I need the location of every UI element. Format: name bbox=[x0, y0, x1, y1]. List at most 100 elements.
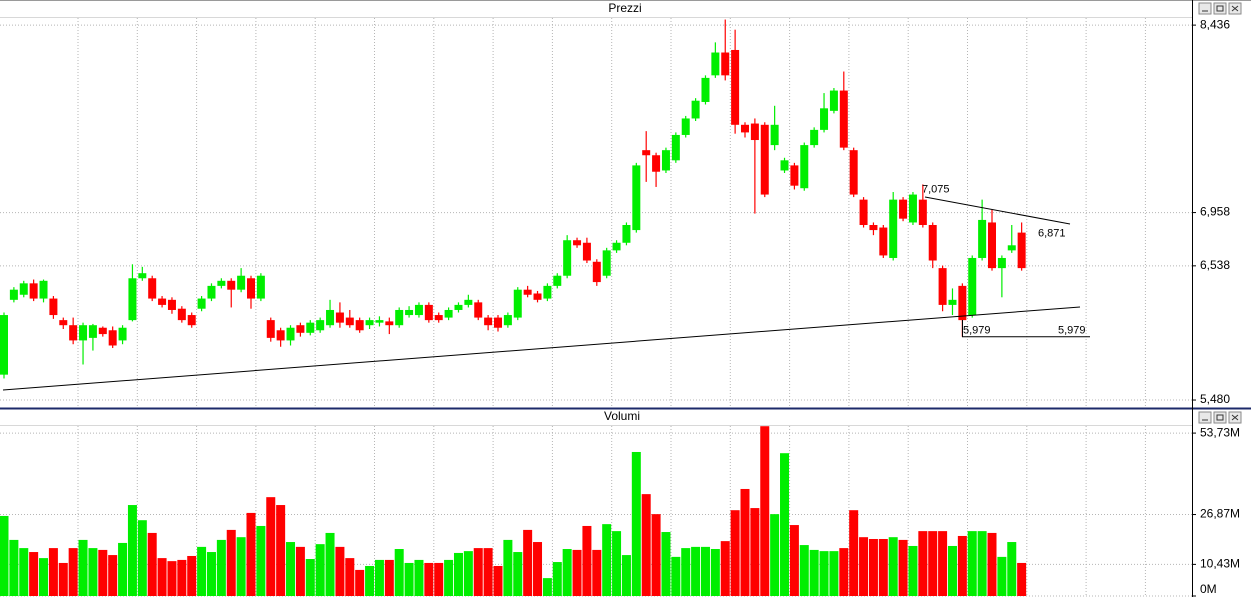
candle-body bbox=[187, 315, 196, 326]
maximize-button[interactable] bbox=[1213, 2, 1227, 15]
candle-body bbox=[899, 199, 908, 219]
volume-bar bbox=[671, 556, 681, 596]
volume-bar bbox=[78, 539, 88, 596]
volume-bar bbox=[48, 548, 58, 596]
icon bbox=[1216, 414, 1224, 421]
candle-body bbox=[414, 304, 423, 316]
volume-bar bbox=[19, 548, 29, 596]
candle-body bbox=[573, 240, 582, 246]
candle-body bbox=[9, 289, 18, 300]
candle-body bbox=[503, 315, 512, 326]
volume-bar bbox=[58, 562, 68, 596]
candle-body bbox=[948, 299, 957, 305]
candle-body bbox=[29, 283, 38, 299]
volume-bar bbox=[691, 546, 701, 596]
candle-body bbox=[69, 325, 78, 341]
marks bbox=[0, 19, 1090, 596]
candle-body bbox=[997, 257, 1006, 269]
candle-body bbox=[533, 293, 542, 300]
volume-bar bbox=[118, 542, 128, 596]
candle-body bbox=[869, 225, 878, 231]
volume-bar bbox=[493, 565, 503, 596]
volume-bar bbox=[908, 545, 918, 596]
candle-body bbox=[849, 150, 858, 195]
volume-bar bbox=[918, 531, 928, 596]
volume-bar bbox=[829, 551, 839, 596]
candle-body bbox=[741, 124, 749, 133]
volume-bar bbox=[384, 559, 394, 596]
volume-bar bbox=[355, 569, 365, 596]
candle-body bbox=[79, 325, 88, 341]
candle-body bbox=[760, 124, 769, 195]
candle-body bbox=[296, 325, 305, 333]
volume-bar bbox=[197, 546, 207, 596]
candle-body bbox=[889, 199, 898, 258]
volume-bar bbox=[631, 451, 641, 596]
annotation-label: 5,979 bbox=[1058, 325, 1086, 337]
volume-bar bbox=[256, 525, 266, 596]
candle-body bbox=[494, 317, 502, 328]
candle-body bbox=[968, 257, 977, 316]
candle-body bbox=[622, 225, 631, 243]
candle-body bbox=[671, 134, 680, 161]
candle-body bbox=[632, 165, 641, 231]
volume-bar bbox=[394, 549, 404, 596]
volume-bar bbox=[621, 555, 631, 596]
y-tick-label: 5,480 bbox=[1200, 392, 1230, 406]
volume-bar bbox=[513, 552, 523, 596]
candle-body bbox=[326, 309, 335, 326]
volume-bar bbox=[898, 539, 908, 596]
volume-bar bbox=[661, 532, 671, 596]
y-tick-label: 26,87M bbox=[1200, 507, 1240, 521]
candle-body bbox=[0, 315, 8, 375]
candle-body bbox=[543, 285, 552, 299]
annotation-label: 6,871 bbox=[1038, 228, 1066, 240]
candle-body bbox=[345, 317, 354, 326]
volume-bar bbox=[760, 426, 770, 596]
volume-bar bbox=[206, 552, 216, 596]
annotation-label: 5,979 bbox=[963, 325, 991, 337]
volume-bar bbox=[947, 545, 957, 596]
candle-body bbox=[612, 242, 621, 251]
minimize-button[interactable] bbox=[1198, 2, 1212, 15]
candle-body bbox=[484, 317, 493, 326]
candle-body bbox=[750, 123, 759, 141]
minimize-button[interactable] bbox=[1198, 411, 1212, 424]
labels: 5,480 6,538 6,958 8,436 7,075 6,871 5,979 5,979… bbox=[922, 17, 1240, 596]
volume-bar bbox=[483, 548, 493, 596]
candle-body bbox=[908, 194, 917, 223]
candle-body bbox=[207, 285, 216, 299]
volume-bar bbox=[365, 565, 375, 596]
candle-body bbox=[405, 309, 414, 316]
volume-bar bbox=[177, 559, 187, 596]
trendlines bbox=[2, 196, 1081, 391]
volume-bar bbox=[770, 514, 780, 596]
volume-bar bbox=[720, 541, 730, 596]
candle-body bbox=[355, 320, 364, 331]
maximize-button[interactable] bbox=[1213, 411, 1227, 424]
candle-body bbox=[98, 327, 107, 335]
candle-body bbox=[602, 250, 611, 276]
y-tick-label: 6,538 bbox=[1200, 258, 1230, 272]
candle-body bbox=[464, 299, 473, 305]
volume-bar bbox=[88, 548, 98, 596]
candle-body bbox=[88, 325, 97, 338]
candle-body bbox=[661, 150, 670, 171]
volume-bar bbox=[286, 542, 296, 596]
candle-body bbox=[247, 278, 255, 299]
volume-bar bbox=[868, 539, 878, 596]
icon bbox=[1216, 5, 1224, 12]
volume-bar bbox=[612, 531, 622, 596]
candle-body bbox=[59, 320, 68, 326]
volume-bar bbox=[315, 544, 325, 596]
volume-bar bbox=[839, 548, 849, 596]
candle-body bbox=[701, 77, 710, 102]
volume-bar bbox=[434, 562, 444, 596]
volume-bar bbox=[374, 559, 384, 596]
volume-bar bbox=[730, 510, 740, 596]
icon bbox=[1231, 414, 1239, 421]
candle-body bbox=[1017, 232, 1026, 269]
volume-bar bbox=[266, 497, 276, 596]
volume-bar bbox=[651, 514, 661, 596]
candle-body bbox=[652, 155, 661, 172]
